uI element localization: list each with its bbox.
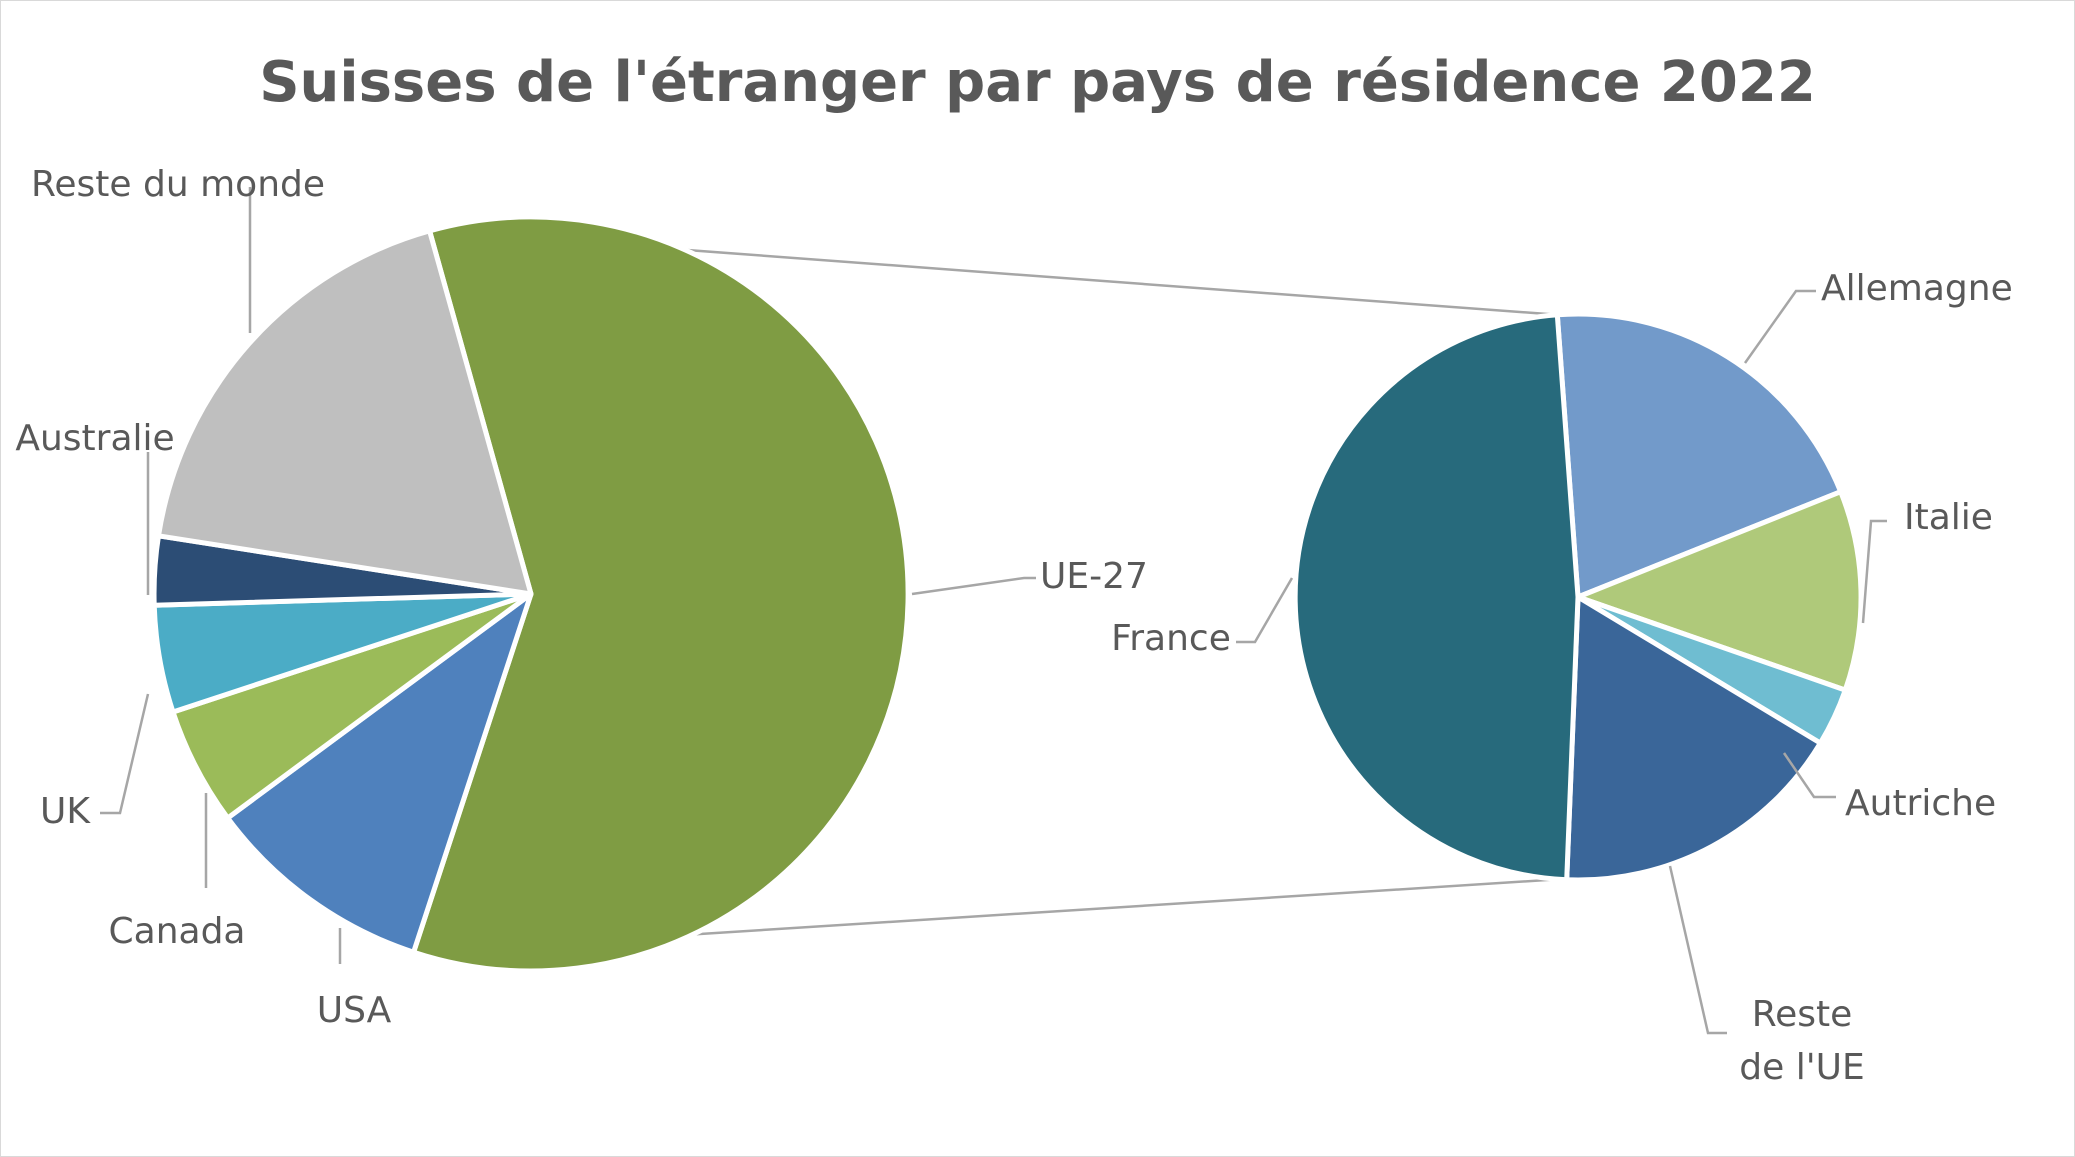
detail-label-autriche: Autriche [1845, 783, 1996, 824]
chart-title: Suisses de l'étranger par pays de réside… [259, 50, 1816, 115]
main-label-uk: UK [40, 791, 91, 832]
main-leader-line-ue-27 [911, 576, 1036, 596]
main-slice-usa [225, 591, 534, 955]
main-slice-ue-27 [411, 214, 911, 974]
detail-label-reste-de-l-ue: Reste de l'UE [1739, 994, 1864, 1088]
detail-slice-italie [1575, 489, 1864, 693]
detail-slice-reste-de-l-ue [1564, 594, 1823, 883]
detail-leader-line-italie [1861, 519, 1887, 624]
main-label-usa: USA [317, 990, 392, 1031]
detail-label-italie: Italie [1904, 497, 1993, 538]
main-slice-reste-du-monde [156, 228, 534, 597]
detail-leader-line-allemagne [1743, 289, 1816, 364]
detail-label-allemagne: Allemagne [1821, 268, 2013, 309]
detail-slice-france [1292, 312, 1581, 883]
detail-leader-line-france [1236, 577, 1294, 644]
data-labels: UE-27 USA Canada UK Australie Reste du monde A… [15, 164, 2012, 1088]
main-label-canada: Canada [109, 911, 246, 952]
detail-leader-line-autriche [1782, 752, 1836, 799]
detail-label-france: France [1111, 618, 1231, 659]
detail-pie [1292, 311, 1864, 883]
main-leader-line-uk [100, 693, 150, 815]
detail-leader-line-reste-de-l-ue [1668, 865, 1727, 1035]
main-label-australie: Australie [15, 418, 174, 459]
main-pie [151, 214, 911, 974]
main-label-ue-27: UE-27 [1040, 556, 1148, 597]
detail-slice-allemagne [1554, 311, 1844, 600]
main-label-reste-du-monde: Reste du monde [31, 164, 325, 205]
